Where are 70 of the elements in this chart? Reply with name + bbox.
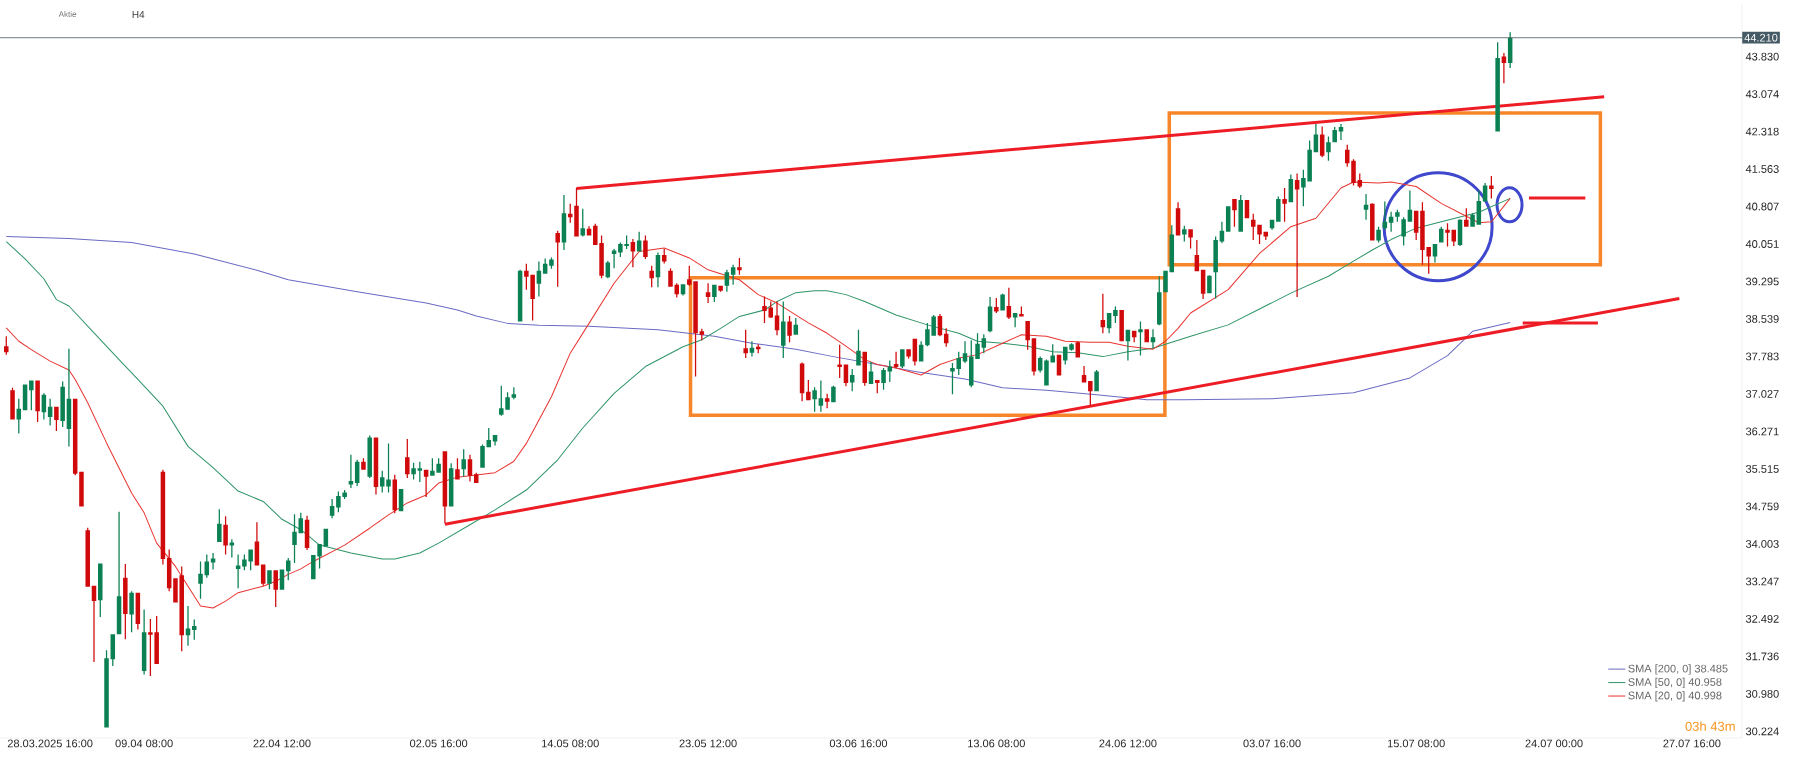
y-tick-label: 41.563 bbox=[1745, 165, 1779, 173]
x-tick-label: 24.06 12:00 bbox=[1099, 739, 1157, 748]
candlestick bbox=[749, 341, 755, 357]
y-tick-label: 34.003 bbox=[1745, 540, 1779, 548]
candlestick bbox=[536, 261, 542, 297]
legend-label: SMA [200, 0] 38.485 bbox=[1628, 664, 1728, 675]
y-tick-label: 34.759 bbox=[1745, 502, 1779, 511]
y-tick-label: 40.051 bbox=[1745, 240, 1779, 248]
candlestick bbox=[66, 348, 72, 447]
y-tick-label: 33.247 bbox=[1745, 577, 1779, 586]
candlestick bbox=[1338, 124, 1344, 140]
candlestick bbox=[906, 349, 911, 359]
y-tick-label: 42.318 bbox=[1745, 127, 1779, 136]
candlestick bbox=[91, 585, 97, 663]
x-tick-label: 02.05 16:00 bbox=[410, 739, 468, 748]
candlestick bbox=[611, 248, 617, 269]
candlestick bbox=[893, 351, 899, 369]
y-tick-label: 40.807 bbox=[1745, 202, 1779, 211]
candlestick bbox=[1294, 173, 1300, 298]
candlestick bbox=[1407, 190, 1413, 222]
candlestick bbox=[705, 283, 711, 304]
x-tick-label: 14.05 08:00 bbox=[542, 739, 599, 748]
y-tick-label: 36.271 bbox=[1745, 427, 1779, 436]
y-tick-label: 31.736 bbox=[1745, 652, 1779, 661]
candlestick bbox=[1363, 193, 1369, 220]
candlestick bbox=[818, 380, 824, 412]
candlestick bbox=[1388, 211, 1394, 232]
candlestick bbox=[116, 511, 122, 635]
y-tick-label: 39.295 bbox=[1745, 277, 1779, 286]
candlestick bbox=[1395, 209, 1400, 222]
legend-label: SMA [20, 0] 40.998 bbox=[1628, 691, 1722, 702]
legend-label: SMA [50, 0] 40.958 bbox=[1628, 677, 1722, 689]
x-tick-label: 28.03.2025 16:00 bbox=[7, 739, 93, 748]
x-tick-label: 24.07 00:00 bbox=[1525, 739, 1583, 748]
y-tick-label: 37.783 bbox=[1745, 352, 1779, 361]
x-tick-label: 03.07 16:00 bbox=[1243, 739, 1301, 748]
candlestick bbox=[1125, 329, 1131, 361]
y-tick-label: 37.027 bbox=[1745, 390, 1779, 398]
line-series bbox=[5, 181, 1511, 609]
candlestick bbox=[235, 554, 241, 589]
candlestick bbox=[1150, 329, 1156, 349]
candlestick bbox=[348, 454, 354, 489]
candlestick bbox=[423, 469, 429, 497]
y-tick-label: 35.515 bbox=[1745, 465, 1779, 473]
candlestick bbox=[1501, 53, 1507, 84]
ref-line-label: 44.210 bbox=[1744, 33, 1778, 42]
y-tick-label: 30.980 bbox=[1745, 689, 1779, 698]
line-series bbox=[5, 197, 1511, 560]
y-tick-label: 30.224 bbox=[1745, 727, 1779, 736]
candlestick bbox=[630, 239, 636, 268]
x-tick-label: 15.07 08:00 bbox=[1387, 739, 1445, 748]
y-tick-label: 43.830 bbox=[1745, 52, 1779, 61]
candlestick bbox=[962, 341, 968, 364]
annotation: 03h 43m bbox=[1685, 721, 1735, 731]
x-tick-label: 03.06 16:00 bbox=[829, 739, 888, 748]
y-tick-label: 43.074 bbox=[1745, 90, 1779, 98]
candlestick bbox=[1182, 225, 1187, 242]
x-tick-label: 22.04 12:00 bbox=[253, 739, 311, 748]
y-tick-label: 32.492 bbox=[1745, 614, 1779, 623]
x-tick-label: 13.06 08:00 bbox=[968, 739, 1025, 748]
candlestick bbox=[210, 553, 216, 570]
candlestick bbox=[549, 257, 554, 269]
x-tick-label: 27.07 16:00 bbox=[1663, 739, 1721, 748]
annotation: H4 bbox=[132, 11, 145, 18]
x-tick-label: 23.05 12:00 bbox=[679, 739, 737, 748]
y-tick-label: 38.539 bbox=[1745, 315, 1779, 323]
line-series bbox=[5, 236, 1511, 401]
x-tick-label: 09.04 08:00 bbox=[115, 739, 173, 748]
candlestick bbox=[185, 606, 191, 646]
annotation: Aktie bbox=[58, 11, 77, 17]
